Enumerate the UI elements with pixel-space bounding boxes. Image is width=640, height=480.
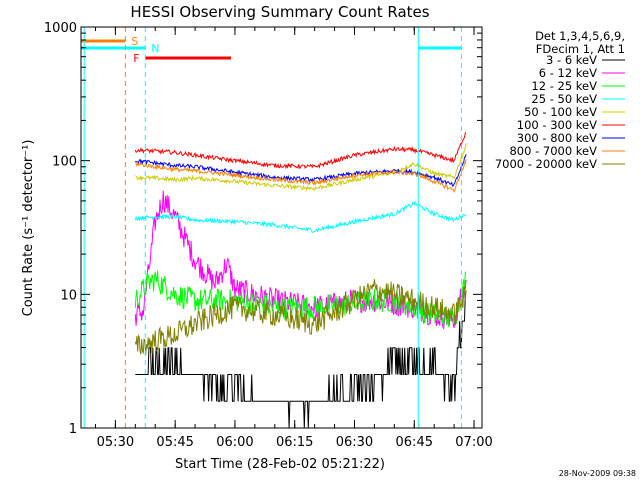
legend-entry-label-1: 6 - 12 keV [539,66,597,80]
series-line-0 [135,293,467,429]
series-line-6 [134,154,467,187]
x-axis-label: Start Time (28-Feb-02 05:21:22) [175,457,385,472]
date-stamp: 28-Nov-2009 09:38 [559,469,636,478]
x-tick-label-2: 06:00 [216,435,253,450]
series-line-2 [134,270,467,329]
legend-entry-label-7: 800 - 7000 keV [509,144,597,158]
series-line-3 [134,200,467,233]
series-line-4 [135,143,467,192]
interval-bars: SNF [81,35,462,65]
series-line-8 [134,279,467,355]
x-tick-label-4: 06:30 [336,435,373,450]
y-tick-label-2: 100 [52,155,77,170]
legend-entry-label-0: 3 - 6 keV [546,53,597,67]
legend-header-1: FDecim 1, Att 1 [536,42,625,56]
legend-entry-label-6: 300 - 800 keV [517,131,597,145]
legend-entry-label-3: 25 - 50 keV [531,92,597,106]
interval-label-2: F [133,52,139,65]
x-tick-label-5: 06:45 [396,435,433,450]
x-tick-label-6: 07:00 [455,435,492,450]
x-axis-ticks: 05:30 05:45 06:00 06:15 06:30 06:45 07:00 [94,27,493,450]
legend-entry-label-2: 12 - 25 keV [531,79,597,93]
interval-label-1: N [151,42,159,55]
legend-entry-label-4: 50 - 100 keV [524,105,597,119]
vertical-markers [83,27,462,428]
y-tick-label-1: 10 [60,288,77,303]
plot-frame [80,26,483,429]
data-traces [134,132,467,429]
y-tick-label-0: 1 [69,422,77,437]
interval-label-0: S [131,35,138,48]
legend-entry-label-8: 7000 - 20000 keV [495,157,597,171]
legend: Det 1,3,4,5,6,9,FDecim 1, Att 13 - 6 keV… [495,29,625,171]
x-tick-label-0: 05:30 [97,435,134,450]
x-tick-label-3: 06:15 [276,435,313,450]
legend-header-0: Det 1,3,4,5,6,9, [535,29,625,43]
y-axis-ticks: 1 10 100 1000 [44,21,482,437]
y-tick-label-3: 1000 [44,21,77,36]
series-line-5 [134,132,467,170]
x-tick-label-1: 05:45 [156,435,193,450]
legend-entry-label-5: 100 - 300 keV [517,118,597,132]
chart-title: HESSI Observing Summary Count Rates [130,3,429,21]
series-line-7 [134,159,467,194]
y-axis-label: Count Rate (s⁻¹ detector⁻¹) [21,140,36,317]
